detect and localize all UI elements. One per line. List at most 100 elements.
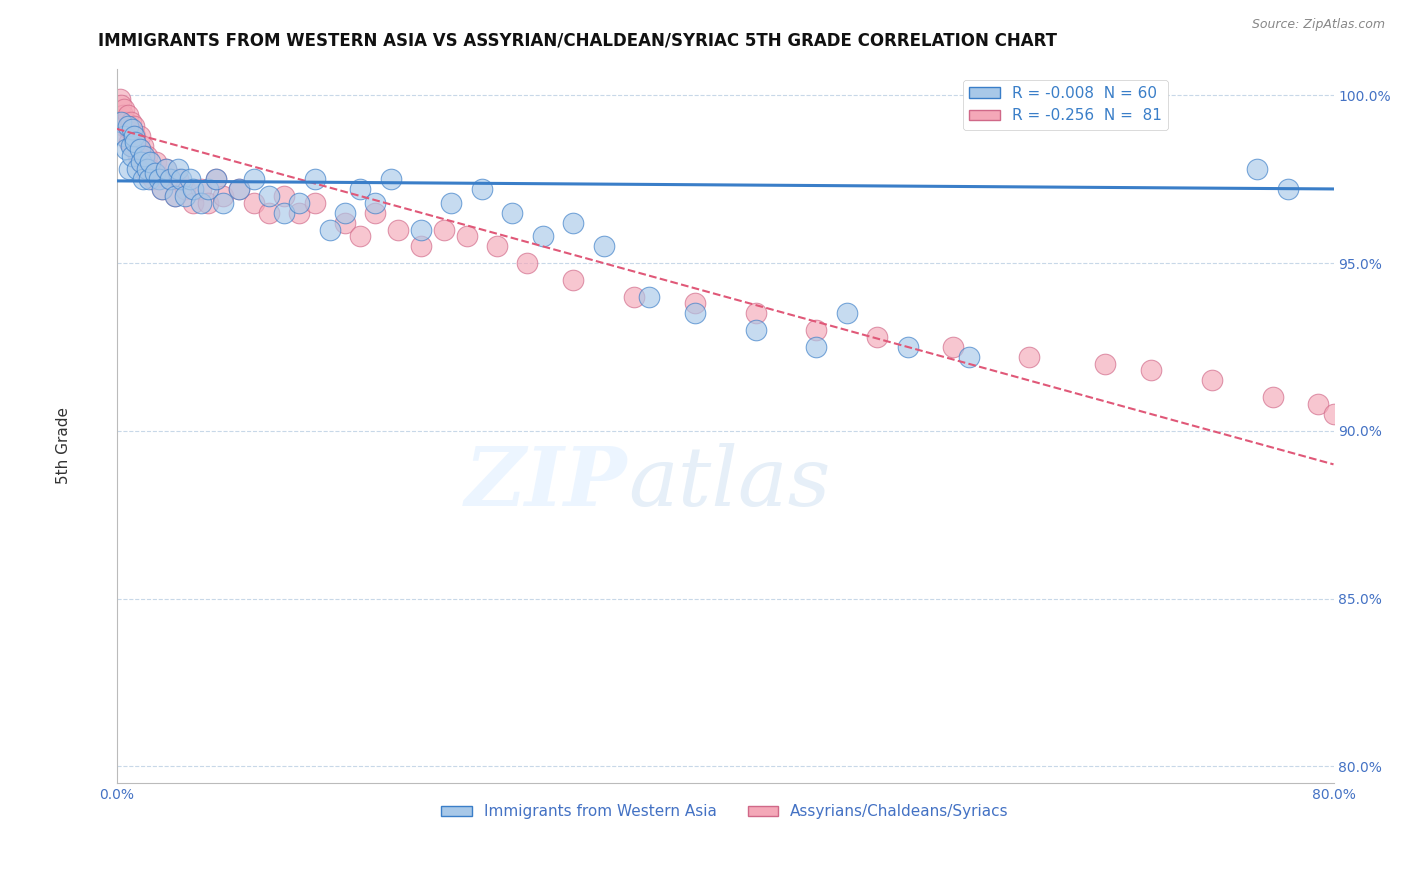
Point [1368,450,1391,465]
Point [257,189,280,203]
Point [159,172,181,186]
Point [957,350,980,364]
Point [806,323,828,337]
Point [166,162,188,177]
Point [148,172,170,186]
Point [204,172,226,186]
Point [486,239,509,253]
Point [117,119,139,133]
Point [228,182,250,196]
Point [118,122,141,136]
Point [128,128,150,143]
Point [148,169,170,183]
Point [288,206,311,220]
Point [1399,464,1406,478]
Point [1277,182,1299,196]
Point [121,122,143,136]
Point [120,115,142,129]
Text: IMMIGRANTS FROM WESTERN ASIA VS ASSYRIAN/CHALDEAN/SYRIAC 5TH GRADE CORRELATION C: IMMIGRANTS FROM WESTERN ASIA VS ASSYRIAN… [98,31,1057,49]
Point [1384,458,1406,472]
Point [1308,397,1330,411]
Point [125,162,148,177]
Point [433,222,456,236]
Point [139,162,162,177]
Point [1322,407,1344,421]
Point [145,155,167,169]
Point [471,182,494,196]
Point [127,149,149,163]
Point [115,128,138,143]
Point [122,119,145,133]
Point [190,195,212,210]
Point [114,119,136,133]
Legend: Immigrants from Western Asia, Assyrians/Chaldeans/Syriacs: Immigrants from Western Asia, Assyrians/… [436,798,1015,825]
Text: Source: ZipAtlas.com: Source: ZipAtlas.com [1251,18,1385,31]
Point [897,340,920,354]
Point [190,182,212,196]
Point [139,155,162,169]
Point [212,189,235,203]
Point [166,172,188,186]
Point [121,125,143,139]
Point [380,172,402,186]
Point [197,195,219,210]
Point [134,149,156,163]
Point [124,136,146,150]
Point [110,98,132,112]
Point [562,216,585,230]
Point [1201,374,1223,388]
Point [142,172,165,186]
Point [114,128,136,143]
Point [592,239,614,253]
Point [134,152,156,166]
Point [212,195,235,210]
Text: ZIP: ZIP [465,443,628,523]
Point [273,206,295,220]
Point [1337,424,1360,438]
Point [1353,441,1375,455]
Point [121,138,143,153]
Point [155,162,177,177]
Point [1246,162,1268,177]
Point [531,229,554,244]
Point [128,142,150,156]
Text: 5th Grade: 5th Grade [56,408,70,484]
Point [623,290,645,304]
Point [440,195,463,210]
Point [683,296,706,310]
Point [683,306,706,320]
Point [242,172,264,186]
Point [135,165,157,179]
Point [333,216,356,230]
Point [163,189,186,203]
Point [562,273,585,287]
Point [501,206,523,220]
Point [273,189,295,203]
Point [333,206,356,220]
Point [143,165,166,179]
Point [1018,350,1040,364]
Point [118,162,141,177]
Point [136,149,159,163]
Point [835,306,858,320]
Point [387,222,409,236]
Point [138,172,160,186]
Point [744,323,766,337]
Point [115,142,138,156]
Point [638,290,661,304]
Point [159,172,181,186]
Point [257,206,280,220]
Point [110,115,132,129]
Point [111,108,134,122]
Point [1094,357,1116,371]
Point [174,182,197,196]
Point [124,142,146,156]
Point [349,182,371,196]
Point [179,172,201,186]
Point [866,330,889,344]
Point [174,189,197,203]
Point [122,128,145,143]
Point [132,138,155,153]
Point [152,182,174,196]
Text: atlas: atlas [628,443,830,523]
